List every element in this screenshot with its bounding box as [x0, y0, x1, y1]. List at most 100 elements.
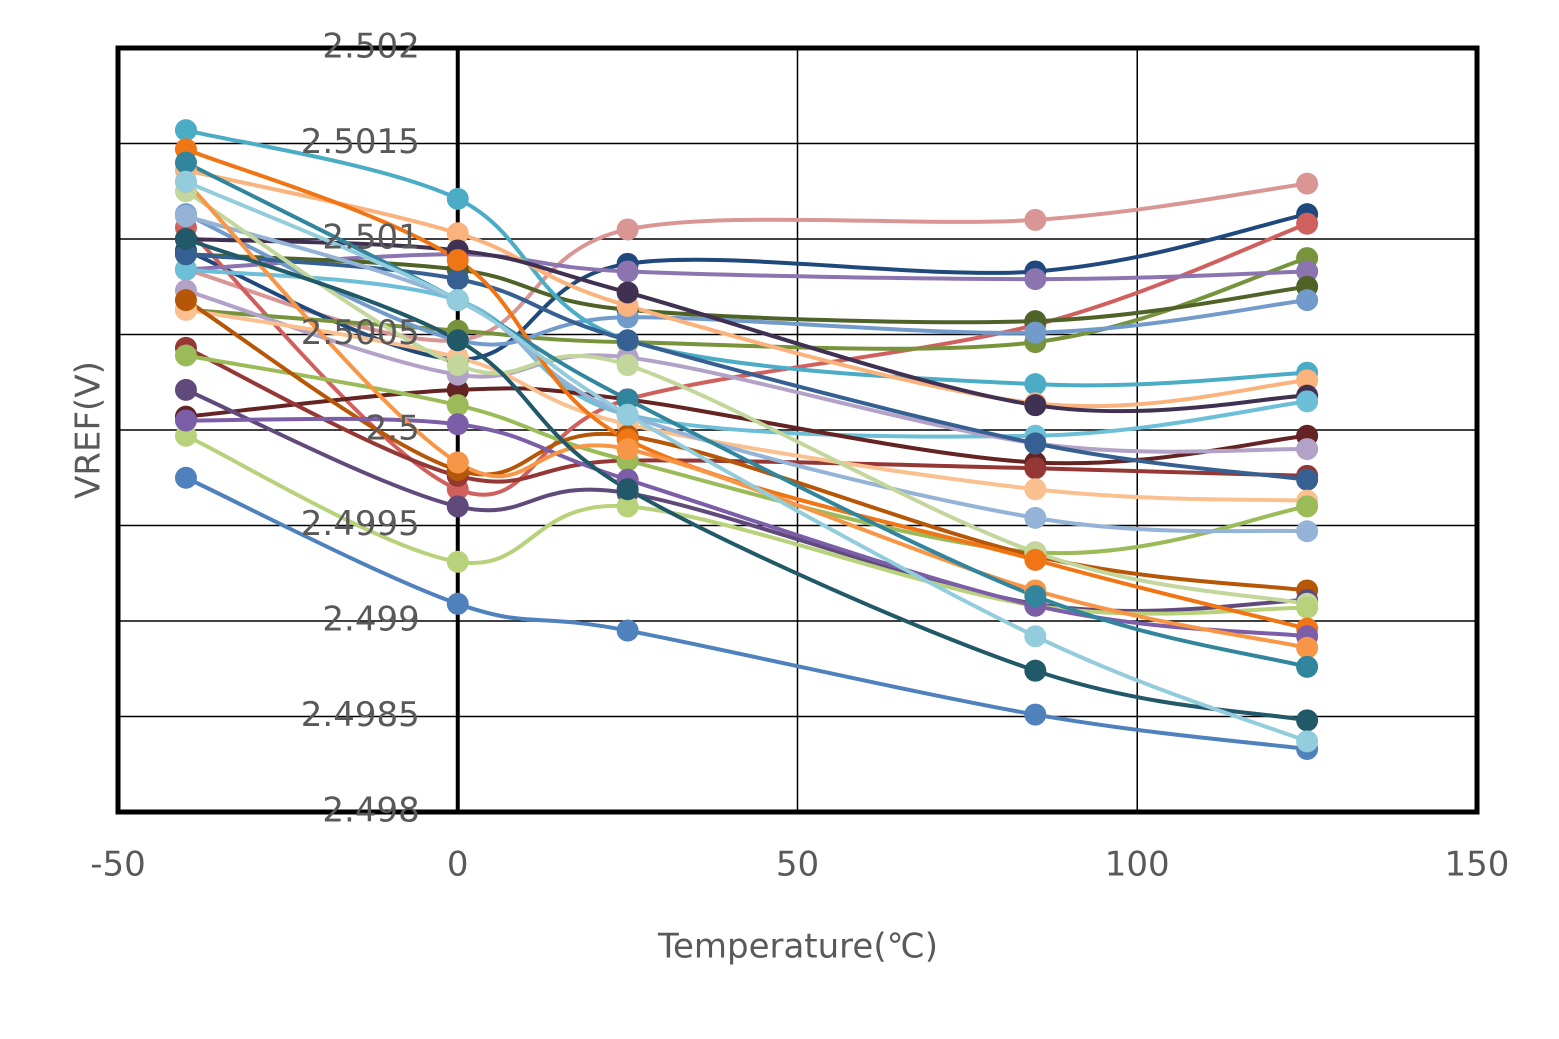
series-line	[185, 212, 1308, 362]
data-point	[174, 170, 197, 193]
x-tick-label: 50	[776, 845, 819, 885]
data-point	[446, 413, 469, 436]
data-point	[446, 289, 469, 312]
y-tick-label: 2.498	[322, 791, 419, 831]
data-point	[1296, 495, 1319, 518]
data-point	[1296, 520, 1319, 543]
y-tick-label: 2.4985	[301, 695, 420, 735]
y-tick-label: 2.499	[322, 600, 419, 640]
data-point	[446, 592, 469, 615]
series-line	[185, 237, 1308, 723]
data-point	[1024, 585, 1047, 608]
y-tick-label: 2.501	[322, 218, 419, 258]
x-tick-label: 150	[1445, 845, 1510, 885]
y-tick-label: 2.5	[366, 409, 420, 449]
data-point	[1024, 506, 1047, 529]
data-point	[616, 218, 639, 241]
markers	[174, 119, 1319, 760]
series-line	[185, 416, 1308, 639]
series-line	[184, 189, 1308, 606]
x-tick-label: -50	[90, 845, 146, 885]
data-point	[174, 409, 197, 432]
series-line	[185, 388, 1308, 613]
series-line	[185, 214, 1308, 534]
data-point	[1296, 655, 1319, 678]
data-point	[1296, 730, 1319, 753]
data-point	[1024, 321, 1047, 344]
data-point	[174, 119, 197, 142]
series-line	[185, 160, 1308, 669]
series-line	[185, 475, 1308, 751]
data-point	[174, 378, 197, 401]
plot-frame	[115, 45, 1480, 815]
y-tick-label: 2.5005	[301, 313, 420, 353]
data-point	[616, 281, 639, 304]
data-point	[1296, 212, 1319, 235]
data-point	[446, 354, 469, 377]
data-point	[1024, 373, 1047, 396]
data-point	[446, 329, 469, 352]
y-tick-label: 2.502	[322, 27, 419, 67]
y-axis-title: VREF(V)	[69, 361, 109, 499]
data-point	[1024, 268, 1047, 291]
x-tick-label: 100	[1105, 845, 1170, 885]
series-line	[185, 168, 1308, 409]
y-tick-label: 2.4995	[301, 504, 420, 544]
data-point	[1024, 548, 1047, 571]
data-point	[1024, 625, 1047, 648]
x-axis-title: Temperature(℃)	[657, 927, 938, 967]
data-point	[616, 260, 639, 283]
data-point	[1296, 260, 1319, 283]
data-point	[446, 495, 469, 518]
data-point	[1024, 432, 1047, 455]
data-point	[1296, 438, 1319, 461]
data-point	[174, 289, 197, 312]
data-point	[174, 424, 197, 447]
series-line	[185, 256, 1308, 351]
data-point	[1296, 709, 1319, 732]
data-point	[1024, 394, 1047, 417]
data-point	[446, 378, 469, 401]
series-line	[185, 267, 1308, 439]
data-point	[174, 243, 197, 266]
data-point	[1296, 369, 1319, 392]
data-point	[616, 619, 639, 642]
series-line	[185, 346, 1308, 484]
series-line	[185, 179, 1308, 744]
data-point	[174, 258, 197, 281]
data-point	[446, 268, 469, 291]
data-point	[174, 228, 197, 250]
data-point	[174, 205, 197, 228]
data-point	[1296, 390, 1319, 413]
data-point	[1024, 659, 1047, 682]
lines	[184, 128, 1308, 751]
data-point	[616, 329, 639, 352]
data-point	[1296, 636, 1319, 659]
data-point	[1024, 478, 1047, 501]
data-point	[616, 403, 639, 426]
series-line	[185, 288, 1308, 454]
data-point	[446, 187, 469, 210]
data-point	[616, 438, 639, 461]
data-point	[1296, 596, 1319, 619]
data-point	[446, 451, 469, 474]
series-line	[185, 237, 1308, 414]
y-tick-label: 2.5015	[301, 122, 420, 162]
data-point	[1296, 172, 1319, 195]
series-line	[185, 181, 1308, 343]
data-point	[616, 495, 639, 518]
data-point	[1296, 289, 1319, 312]
data-point	[1024, 208, 1047, 231]
data-point	[616, 478, 639, 501]
data-point	[1296, 468, 1319, 491]
data-point	[616, 388, 639, 411]
series-line	[185, 212, 1308, 347]
data-point	[616, 354, 639, 377]
data-point	[1024, 457, 1047, 480]
data-point	[174, 344, 197, 367]
data-point	[1024, 703, 1047, 726]
x-tick-label: 0	[447, 845, 469, 885]
data-point	[174, 151, 197, 174]
